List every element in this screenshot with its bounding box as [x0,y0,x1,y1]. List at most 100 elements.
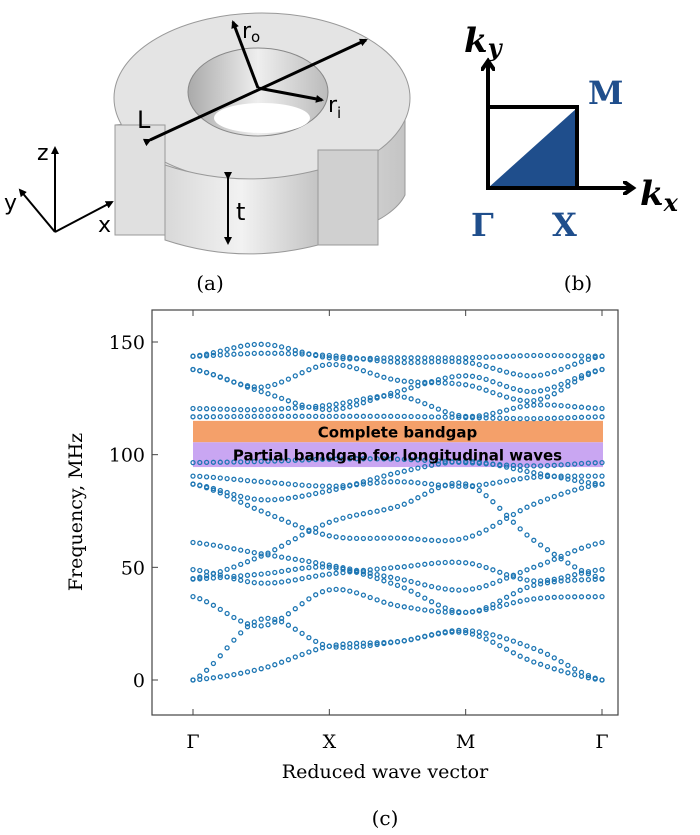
data-point-band-5 [347,569,353,575]
data-point-band-4 [578,577,585,583]
data-point-band-1 [238,670,244,676]
data-point-band-13 [537,402,544,408]
data-point-band-12 [258,413,264,420]
data-point-band-17 [537,396,544,402]
data-point-band-11 [558,462,564,468]
data-point-band-16 [469,354,476,361]
data-point-band-9 [340,483,346,489]
panel-a-ring-diagram [18,12,411,255]
data-point-band-13 [313,403,319,410]
data-point-band-11 [401,456,407,463]
data-point-band-10 [578,478,585,485]
data-point-band-12 [442,414,448,420]
data-point-band-6 [592,541,598,547]
data-point-band-5 [231,576,237,582]
data-point-band-16 [353,356,360,362]
data-point-band-6 [490,580,496,587]
data-point-band-11 [353,456,360,462]
data-point-band-8 [258,508,264,514]
data-point-band-1 [306,649,312,655]
data-point-band-5 [306,574,312,580]
data-point-band-2 [524,643,530,649]
data-point-band-1 [340,641,346,647]
data-point-band-4 [306,564,312,571]
data-point-band-4 [278,568,285,575]
data-point-band-2 [292,626,298,632]
data-point-band-3 [231,614,237,621]
x-axis-label: Reduced wave vector [282,761,489,783]
data-point-band-3 [428,608,435,614]
data-point-band-2 [483,630,489,636]
data-point-band-6 [244,548,251,555]
data-point-band-13 [251,407,257,413]
data-point-band-5 [190,566,196,573]
x-tick-label: M [456,731,475,753]
data-point-band-6 [599,539,605,546]
data-point-band-14 [497,381,503,387]
data-point-band-11 [490,461,496,467]
data-point-band-9 [292,481,298,488]
data-point-band-17 [292,373,298,379]
data-point-band-14 [347,404,353,410]
data-point-band-16 [463,355,469,361]
data-point-band-7 [565,560,571,566]
data-point-band-7 [401,501,407,507]
data-point-band-5 [537,578,544,584]
data-point-band-13 [510,405,517,412]
data-point-band-5 [531,578,537,584]
data-point-band-8 [456,536,462,543]
data-point-band-3 [503,601,510,608]
data-point-band-4 [469,609,476,615]
data-point-band-16 [497,353,503,360]
label-X: X [552,206,577,244]
data-point-band-8 [265,511,271,517]
data-point-band-5 [292,577,298,583]
data-point-band-15 [299,351,305,357]
data-point-band-9 [381,479,387,485]
data-point-band-15 [224,351,230,358]
data-point-band-1 [265,664,271,670]
data-point-band-9 [469,483,476,489]
data-point-band-11 [510,462,517,469]
data-point-band-13 [415,398,421,404]
data-point-band-17 [251,384,257,390]
data-point-band-16 [197,352,203,359]
data-point-band-15 [497,367,503,373]
data-point-band-9 [210,474,217,481]
data-point-band-6 [292,556,298,562]
data-point-band-15 [537,372,544,378]
data-point-band-8 [578,485,585,491]
data-point-band-8 [394,535,401,541]
data-point-band-10 [592,480,598,487]
data-point-band-7 [435,484,442,491]
data-point-band-17 [517,397,523,403]
data-point-band-7 [231,564,237,570]
data-point-band-14 [476,374,482,381]
data-point-band-3 [265,622,271,628]
data-point-band-5 [278,579,285,585]
data-point-band-7 [578,567,585,574]
data-point-band-2 [367,642,373,649]
data-point-band-12 [217,413,223,420]
data-point-band-5 [408,563,414,569]
data-point-band-3 [326,587,332,593]
data-point-band-1 [210,675,217,681]
data-point-band-17 [428,379,435,386]
data-point-band-4 [592,576,598,582]
data-point-band-1 [510,650,517,656]
data-point-band-5 [469,561,476,567]
data-point-band-12 [224,413,230,420]
data-point-band-7 [244,559,251,565]
data-point-band-16 [381,355,387,361]
data-point-band-6 [524,567,530,573]
data-point-band-12 [531,415,537,422]
band-structure-chart: Complete bandgap Partial bandgap for long… [109,309,619,753]
data-point-band-3 [299,601,305,607]
data-point-band-7 [463,481,469,487]
data-point-band-4 [415,591,421,598]
data-point-band-9 [524,475,530,481]
data-point-band-8 [449,537,455,543]
data-point-band-7 [347,513,353,520]
data-point-band-13 [544,402,551,408]
data-point-band-17 [483,387,489,393]
